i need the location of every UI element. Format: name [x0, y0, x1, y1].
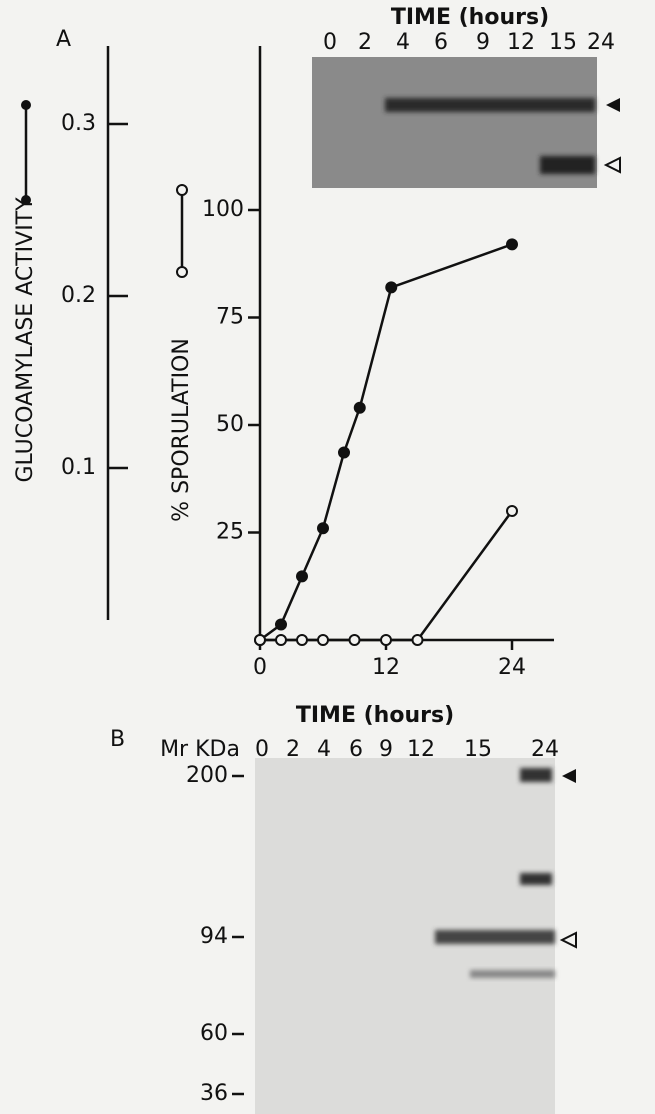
data-point [254, 634, 266, 646]
lane-label: 0 [255, 737, 269, 762]
data-point [317, 634, 329, 646]
y-tick-label: 0.3 [61, 111, 96, 136]
lane-label: 6 [349, 737, 363, 762]
data-point [348, 634, 361, 646]
y-tick-label: 0.1 [61, 455, 96, 480]
gel-a-band [385, 98, 595, 112]
lane-label: 24 [587, 30, 615, 55]
gel-b-band [520, 873, 552, 885]
data-point [353, 401, 366, 414]
y2-axis-label: % SPORULATION [169, 338, 194, 522]
y-tick-label: 0.2 [61, 283, 96, 308]
legend-marker [176, 184, 188, 196]
lane-label: 15 [464, 737, 492, 762]
x-tick-label: 0 [253, 655, 267, 680]
data-point [385, 281, 398, 294]
panel-label: A [56, 27, 71, 52]
legend-marker [21, 195, 31, 205]
lane-label: 9 [379, 737, 393, 762]
data-point [296, 634, 308, 646]
lane-label: 4 [317, 737, 331, 762]
data-point [411, 634, 424, 646]
data-point [506, 238, 518, 251]
marker-label: 60 [200, 1021, 228, 1046]
lane-label: 12 [507, 30, 535, 55]
series-line [259, 243, 513, 642]
gel-b-band [470, 970, 555, 978]
lane-label: 24 [531, 737, 559, 762]
x-tick-label: 12 [372, 655, 400, 680]
x-axis-label: TIME (hours) [296, 703, 454, 728]
y-axis-label: GLUCOAMYLASE ACTIVITY [13, 197, 38, 483]
marker-label: 94 [200, 924, 228, 949]
gel-a-title: TIME (hours) [391, 5, 549, 30]
lane-label: 2 [358, 30, 372, 55]
arrow-filled [562, 769, 576, 783]
marker-title: Mr KDa [160, 737, 240, 762]
y2-tick-label: 25 [216, 520, 244, 545]
data-point [317, 522, 329, 535]
gel-b-band [520, 768, 552, 782]
data-point [506, 505, 518, 517]
arrow-open [603, 156, 621, 174]
panel-label: B [110, 727, 125, 752]
lane-label: 15 [549, 30, 577, 55]
x-tick-label: 24 [498, 655, 526, 680]
data-point [296, 570, 308, 583]
data-point [380, 634, 392, 646]
y2-tick-label: 50 [216, 412, 244, 437]
y2-tick-label: 75 [216, 305, 244, 330]
arrow-open [559, 931, 577, 949]
gel-b-band [435, 930, 555, 944]
lane-label: 12 [407, 737, 435, 762]
lane-label: 6 [434, 30, 448, 55]
marker-label: 36 [200, 1081, 228, 1106]
lane-label: 2 [286, 737, 300, 762]
legend-marker [21, 100, 31, 110]
arrow-filled [606, 98, 620, 112]
data-point [275, 634, 287, 646]
legend-marker [176, 266, 188, 278]
lane-label: 9 [476, 30, 490, 55]
data-point [275, 618, 287, 631]
lane-label: 0 [323, 30, 337, 55]
gel-a-band [540, 156, 595, 174]
data-point [338, 446, 350, 459]
lane-label: 4 [396, 30, 410, 55]
y2-tick-label: 100 [202, 197, 244, 222]
marker-label: 200 [186, 763, 228, 788]
